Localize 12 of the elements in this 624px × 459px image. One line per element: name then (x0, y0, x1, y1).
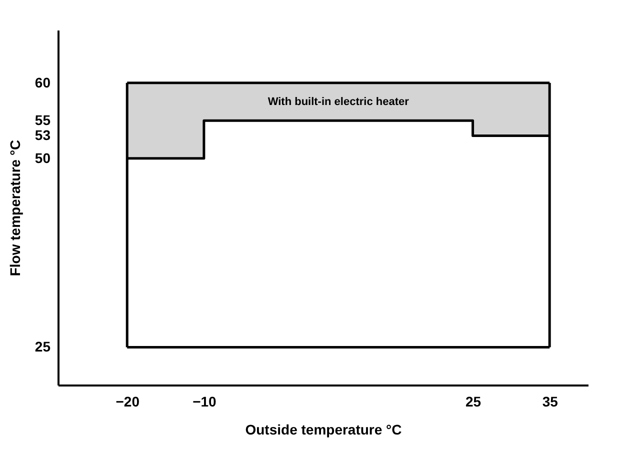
y-tick-label: 50 (34, 150, 51, 166)
x-tick-label: 25 (465, 394, 482, 410)
x-tick-label: 35 (542, 394, 558, 410)
x-axis-title: Outside temperature °C (245, 422, 402, 438)
y-axis-title: Flow temperature °C (6, 140, 23, 276)
y-tick-label: 55 (34, 112, 51, 128)
annotation: With built-in electric heater (268, 96, 410, 108)
y-tick-label: 60 (34, 74, 51, 90)
y-tick-label: 53 (34, 127, 51, 144)
x-tick-label: −10 (192, 394, 217, 410)
y-tick-label: 25 (34, 338, 51, 355)
x-tick-label: −20 (116, 394, 140, 410)
